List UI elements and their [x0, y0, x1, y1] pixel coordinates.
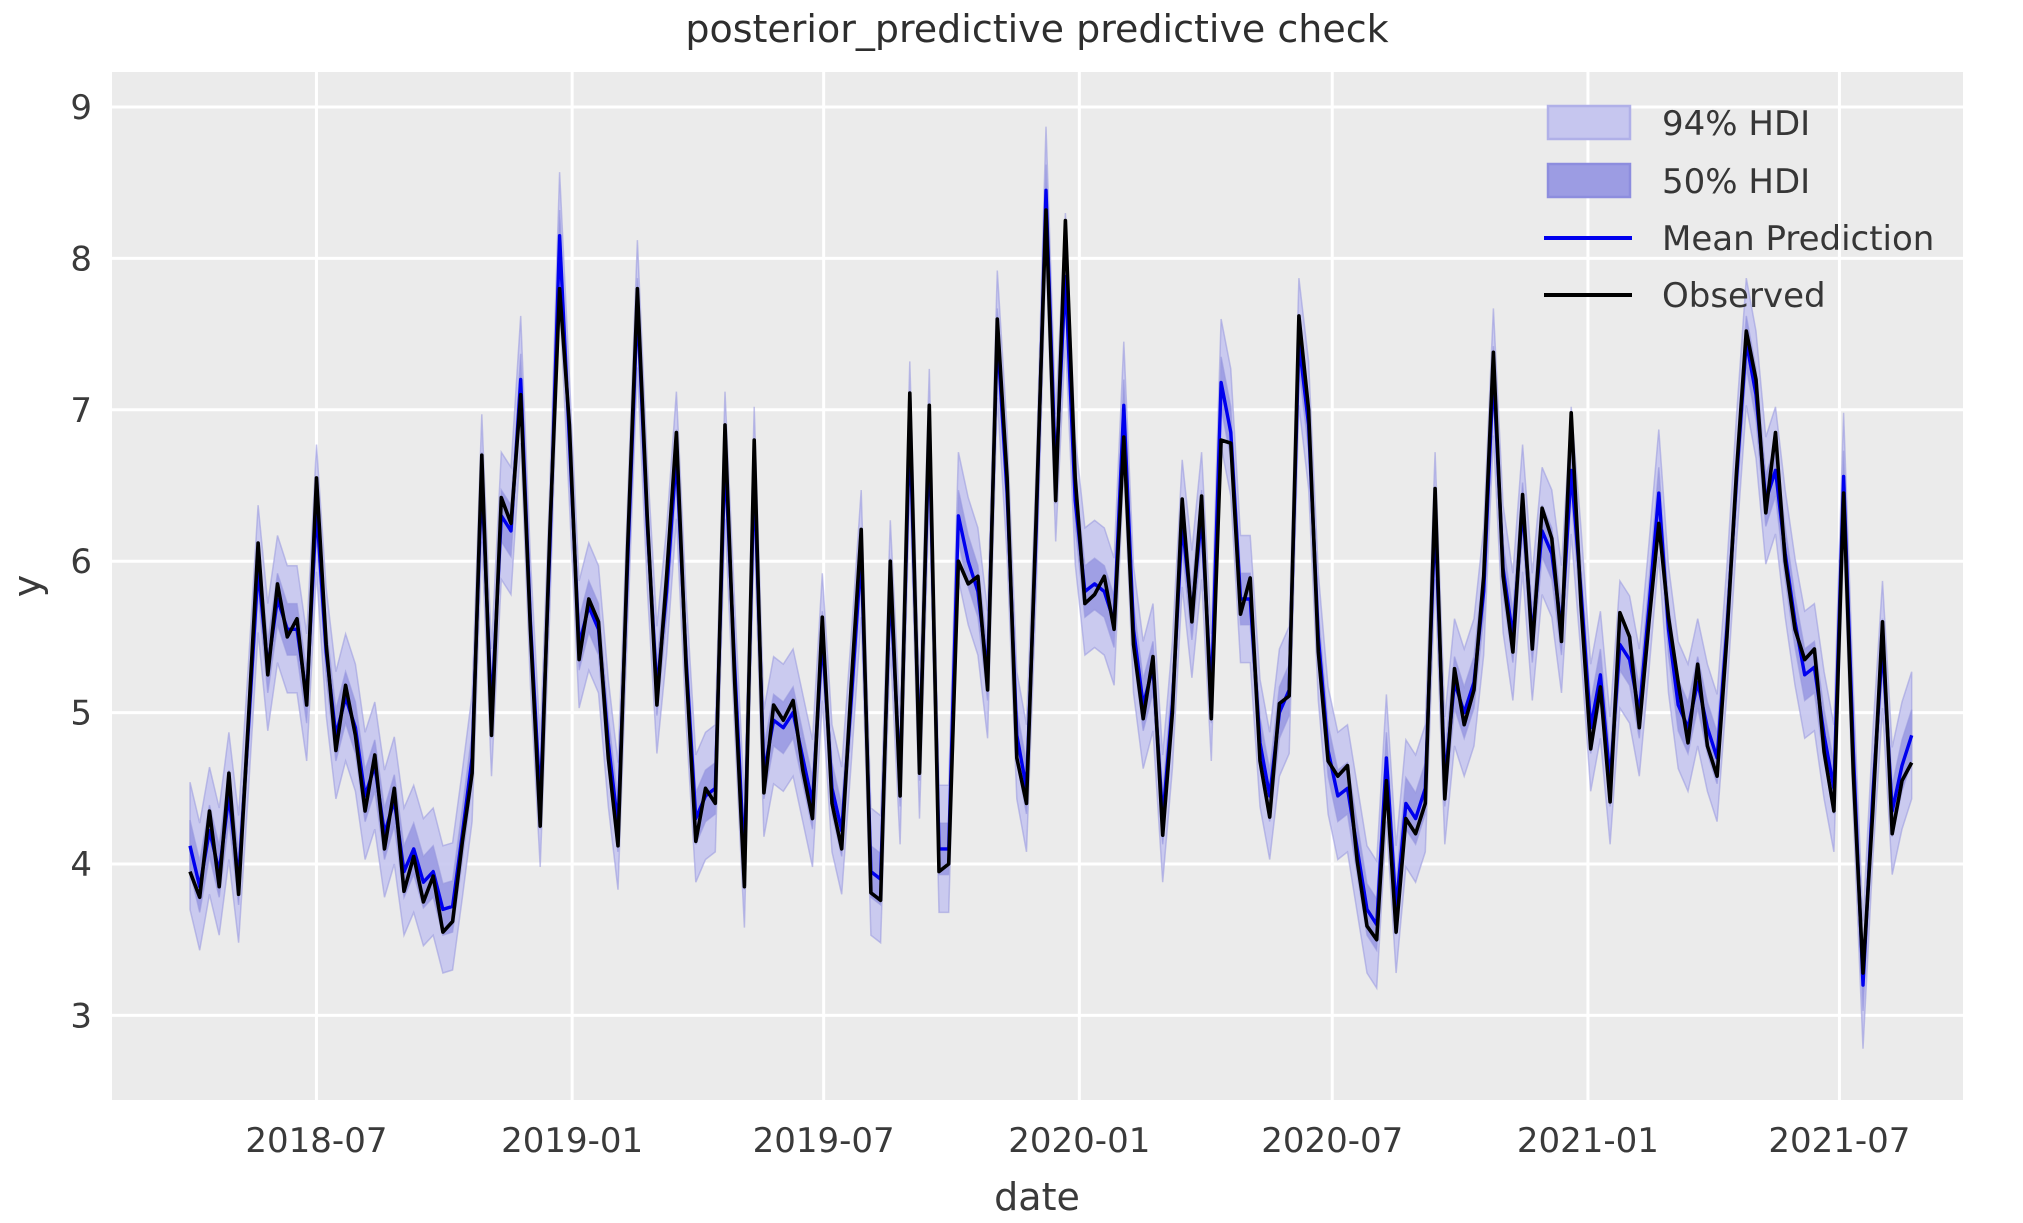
x-tick-2018-07: 2018-07 [245, 1121, 387, 1161]
y-tick-4: 4 [70, 845, 92, 885]
hdi-94-swatch [1546, 104, 1632, 141]
x-tick-labels: 2018-07 2019-01 2019-07 2020-01 2020-07 2021-… [245, 1121, 1910, 1161]
y-tick-9: 9 [70, 88, 92, 128]
legend-label-mean-prediction: Mean Prediction [1662, 219, 1934, 259]
x-tick-2019-01: 2019-01 [501, 1121, 643, 1161]
y-tick-labels: 3 4 5 6 7 8 9 [70, 88, 92, 1036]
chart-title: posterior_predictive predictive check [685, 7, 1388, 51]
x-tick-2021-07: 2021-07 [1768, 1121, 1910, 1161]
legend: 94% HDI 50% HDI Mean Prediction Observed [1544, 104, 1934, 316]
legend-item-94-hdi: 94% HDI [1546, 104, 1810, 144]
hdi-50-swatch [1546, 162, 1632, 199]
y-tick-5: 5 [70, 694, 92, 734]
x-axis-label: date [994, 1175, 1080, 1219]
x-tick-2021-01: 2021-01 [1517, 1121, 1659, 1161]
y-tick-3: 3 [70, 996, 92, 1036]
y-tick-7: 7 [70, 391, 92, 431]
x-tick-2020-01: 2020-01 [1008, 1121, 1150, 1161]
y-axis-label: y [5, 575, 49, 598]
legend-item-50-hdi: 50% HDI [1546, 162, 1810, 202]
legend-label-observed: Observed [1662, 276, 1826, 316]
x-tick-2020-07: 2020-07 [1261, 1121, 1403, 1161]
x-tick-2019-07: 2019-07 [753, 1121, 895, 1161]
legend-item-mean-prediction: Mean Prediction [1544, 219, 1934, 259]
y-tick-6: 6 [70, 542, 92, 582]
y-tick-8: 8 [70, 239, 92, 279]
legend-item-observed: Observed [1544, 276, 1826, 316]
observed-line [188, 208, 1914, 975]
legend-label-50-hdi: 50% HDI [1662, 162, 1810, 202]
legend-label-94-hdi: 94% HDI [1662, 104, 1810, 144]
